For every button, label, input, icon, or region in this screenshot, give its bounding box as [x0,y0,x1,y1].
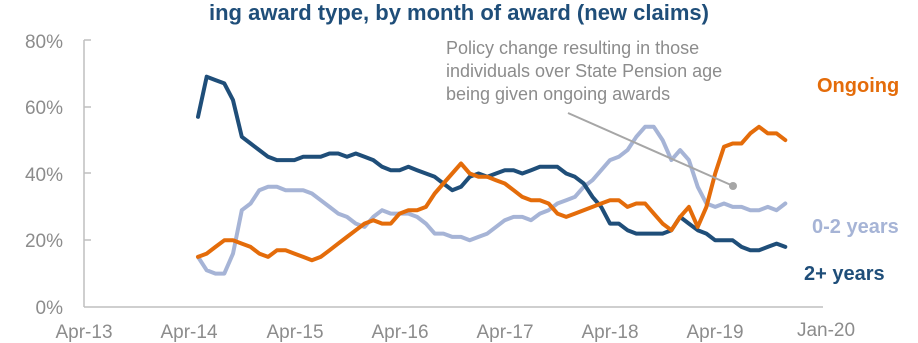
annotation-line-1: Policy change resulting in those [446,38,699,58]
annotation-line-2: individuals over State Pension age [446,61,722,81]
x-tick-label: Apr-19 [686,322,743,343]
annotation-line-3: being given ongoing awards [446,84,670,104]
annotation-arrow-head [729,182,737,190]
series-line-ongoing [196,124,788,263]
y-tick-label: 40% [25,165,63,186]
x-tick-label: Apr-16 [371,322,428,343]
x-tick-label: Apr-14 [160,322,217,343]
axes [83,39,823,308]
series-label-2-plus-years: 2+ years [804,263,885,285]
y-tick-label: 20% [25,231,63,252]
annotation-arrow-line [567,112,732,186]
x-tick-label: Apr-15 [266,322,323,343]
annotation: Policy change resulting in those individ… [446,38,737,190]
x-tick-label: Jan-20 [797,320,855,341]
y-axis-ticks: 80% 60% 40% 20% 0% [25,32,63,319]
x-tick-label: Apr-18 [581,322,638,343]
series-line-2-plus-years [196,74,788,253]
series-layer [196,74,788,276]
series-labels: Ongoing 0-2 years 2+ years [804,75,899,285]
y-tick-label: 80% [25,32,63,53]
y-tick-label: 60% [25,98,63,119]
series-label-ongoing: Ongoing [817,75,899,97]
y-tick-label: 0% [36,298,64,319]
series-label-0-2-years: 0-2 years [812,216,899,238]
chart-title: ing award type, by month of award (new c… [209,0,709,25]
x-tick-label: Apr-13 [55,322,112,343]
series-line-0-2-years [196,124,788,276]
x-axis-ticks: Apr-13 Apr-14 Apr-15 Apr-16 Apr-17 Apr-1… [55,320,855,343]
x-tick-label: Apr-17 [476,322,533,343]
